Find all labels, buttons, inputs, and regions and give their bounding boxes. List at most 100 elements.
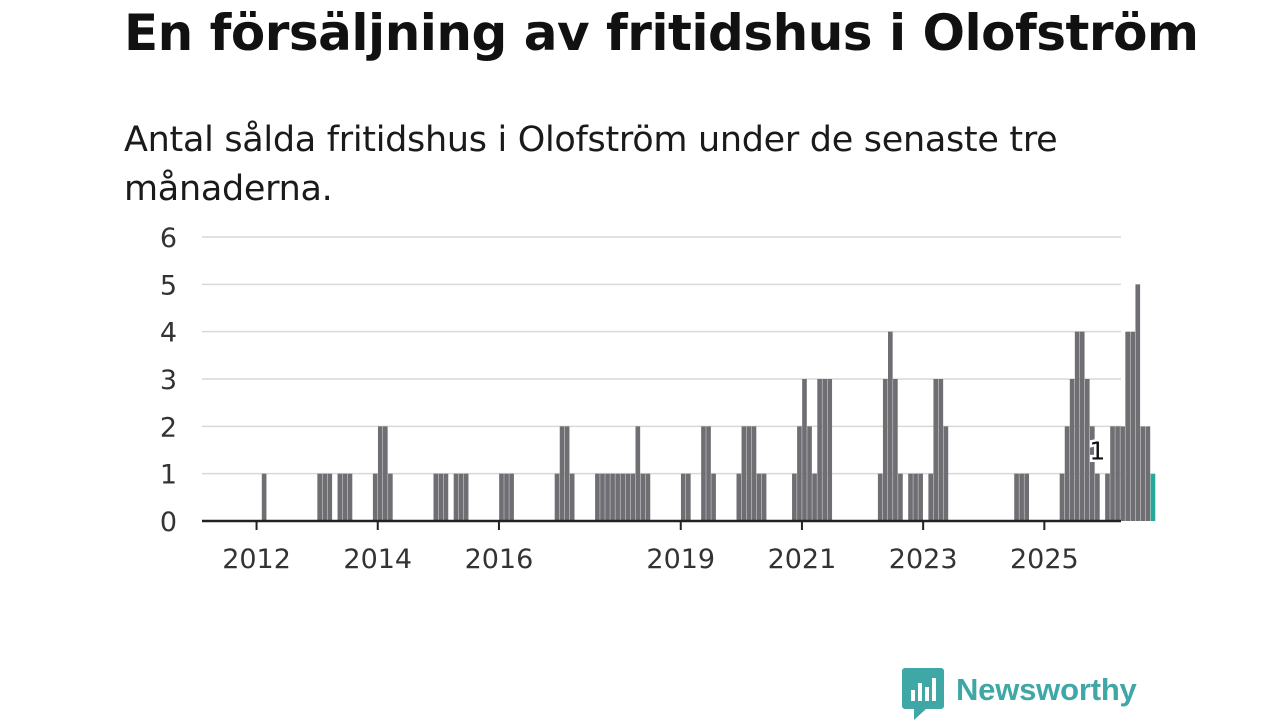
bar bbox=[1120, 426, 1125, 521]
bar bbox=[943, 426, 949, 521]
bar bbox=[509, 473, 514, 521]
bar bbox=[1105, 473, 1110, 521]
bar bbox=[1115, 426, 1120, 521]
bar bbox=[453, 473, 459, 521]
bar bbox=[433, 473, 439, 521]
bar bbox=[746, 426, 752, 521]
bar bbox=[827, 379, 833, 521]
bar bbox=[938, 379, 944, 521]
bar bbox=[1069, 379, 1075, 521]
bar bbox=[918, 473, 923, 521]
data-label: 1 bbox=[1089, 437, 1105, 466]
bar bbox=[383, 426, 388, 521]
bar bbox=[372, 473, 378, 521]
bar bbox=[640, 473, 646, 521]
bar bbox=[595, 473, 600, 521]
bar bbox=[792, 473, 797, 521]
bar bbox=[1090, 426, 1095, 521]
bar bbox=[327, 473, 333, 521]
bar bbox=[610, 473, 615, 521]
y-tick-label: 6 bbox=[160, 223, 177, 254]
bar bbox=[797, 426, 802, 521]
bar bbox=[706, 426, 711, 521]
x-tick-label: 2023 bbox=[889, 544, 958, 575]
bar bbox=[1059, 473, 1065, 521]
newsworthy-logo-icon bbox=[902, 668, 944, 720]
x-tick-label: 2025 bbox=[1010, 544, 1079, 575]
bar bbox=[600, 473, 605, 521]
bar bbox=[1130, 331, 1136, 521]
bar bbox=[680, 473, 686, 521]
bar bbox=[888, 331, 893, 521]
bar bbox=[761, 473, 767, 521]
x-tick-label: 2019 bbox=[646, 544, 715, 575]
bar bbox=[711, 473, 716, 521]
bar bbox=[1135, 284, 1141, 521]
bar bbox=[1079, 331, 1085, 521]
bar bbox=[645, 473, 651, 521]
bar bbox=[736, 473, 742, 521]
bar bbox=[630, 473, 636, 521]
bar bbox=[812, 473, 817, 521]
bar bbox=[1125, 331, 1130, 521]
bar bbox=[564, 426, 570, 521]
chart-subtitle: Antal sålda fritidshus i Olofström under… bbox=[124, 120, 1058, 209]
bar bbox=[1095, 473, 1100, 521]
bar bbox=[337, 473, 343, 521]
bar bbox=[1019, 473, 1024, 521]
bar bbox=[807, 426, 812, 521]
bar bbox=[1064, 426, 1070, 521]
brand-name: Newsworthy bbox=[956, 672, 1137, 707]
bar bbox=[322, 473, 328, 521]
bar bbox=[463, 473, 469, 521]
bar bbox=[377, 426, 383, 521]
bar bbox=[317, 473, 322, 521]
bar bbox=[802, 379, 807, 521]
bar bbox=[625, 473, 631, 521]
bar bbox=[605, 473, 610, 521]
y-tick-label: 3 bbox=[160, 365, 177, 396]
bar bbox=[928, 473, 934, 521]
bar bbox=[751, 426, 757, 521]
y-tick-label: 1 bbox=[160, 460, 177, 491]
y-tick-label: 2 bbox=[160, 412, 177, 443]
bar bbox=[615, 473, 620, 521]
bar bbox=[1140, 426, 1146, 521]
bar bbox=[1024, 473, 1029, 521]
bar bbox=[554, 473, 560, 521]
bar bbox=[620, 473, 625, 521]
bar bbox=[756, 473, 762, 521]
bar bbox=[1084, 379, 1090, 521]
bar bbox=[701, 426, 706, 521]
x-tick-label: 2016 bbox=[465, 544, 534, 575]
bar bbox=[443, 473, 449, 521]
x-tick-label: 2021 bbox=[768, 544, 837, 575]
bar bbox=[342, 473, 348, 521]
bar bbox=[908, 473, 913, 521]
page-title: En försäljning av fritidshus i Olofström bbox=[124, 4, 1199, 62]
bar bbox=[1074, 331, 1080, 521]
bar bbox=[882, 379, 888, 521]
bar bbox=[893, 379, 898, 521]
bar bbox=[898, 473, 903, 521]
bar bbox=[499, 473, 504, 521]
bar bbox=[504, 473, 509, 521]
y-tick-label: 4 bbox=[160, 318, 177, 349]
bar bbox=[635, 426, 641, 521]
newsworthy-logo[interactable]: Newsworthy bbox=[902, 668, 1137, 720]
bar bbox=[347, 473, 353, 521]
bar bbox=[559, 426, 565, 521]
y-tick-label: 5 bbox=[160, 270, 177, 301]
y-tick-label: 0 bbox=[160, 507, 177, 538]
bar bbox=[1014, 473, 1019, 521]
bar bbox=[817, 379, 822, 521]
bar bbox=[458, 473, 464, 521]
bar bbox=[261, 473, 267, 521]
bar bbox=[388, 473, 393, 521]
highlighted-bar bbox=[1150, 473, 1156, 521]
bar bbox=[569, 473, 575, 521]
bar bbox=[741, 426, 747, 521]
x-tick-label: 2012 bbox=[222, 544, 291, 575]
x-tick-label: 2014 bbox=[343, 544, 412, 575]
